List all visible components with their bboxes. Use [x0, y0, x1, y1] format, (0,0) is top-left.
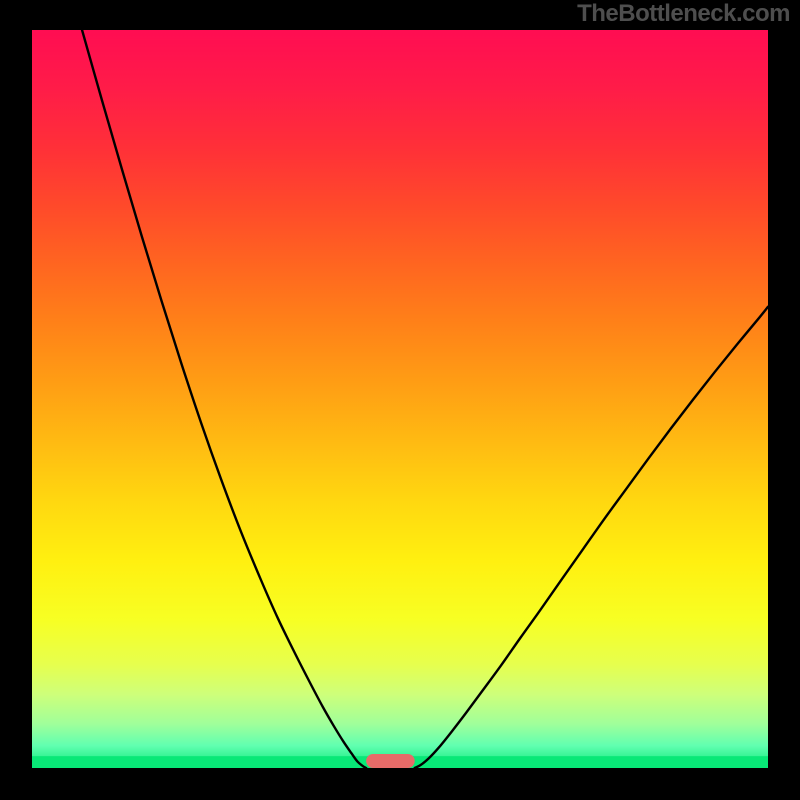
bottleneck-chart: [0, 0, 800, 800]
marker-pill: [366, 754, 415, 768]
watermark-text: TheBottleneck.com: [577, 0, 790, 28]
plot-gradient-background: [32, 30, 768, 768]
image-root: TheBottleneck.com: [0, 0, 800, 800]
